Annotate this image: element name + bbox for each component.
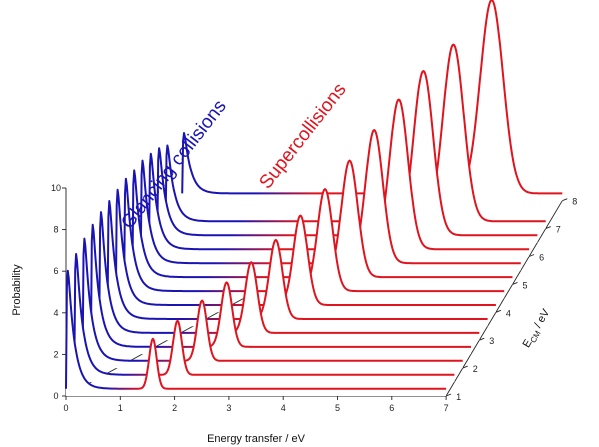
x-tick-label: 3 xyxy=(226,403,231,413)
series-curve xyxy=(98,211,480,334)
x-tick-label: 4 xyxy=(281,403,286,413)
x-axis-title: Energy transfer / eV xyxy=(207,433,305,445)
series-curve xyxy=(81,237,463,362)
z-tick xyxy=(479,337,485,341)
z-tick xyxy=(528,254,535,257)
z-tick-label: 6 xyxy=(539,253,544,263)
x-tick-label: 2 xyxy=(172,403,177,413)
z-tick xyxy=(545,226,551,230)
z-tick xyxy=(495,309,502,313)
z-tick-label: 8 xyxy=(572,197,577,207)
curve-occluder xyxy=(182,0,563,201)
z-tick-label: 7 xyxy=(556,225,561,235)
y-tick-label: 2 xyxy=(53,349,58,359)
z-tick-label: 4 xyxy=(506,308,511,318)
z-tick-label: 2 xyxy=(473,364,478,374)
z-tick xyxy=(462,365,468,369)
z-axis-title: ECM / eV xyxy=(521,307,555,351)
curve-occluder xyxy=(115,189,496,313)
z-tick xyxy=(445,393,452,397)
curve-occluder xyxy=(124,178,505,299)
x-tick-label: 6 xyxy=(389,403,394,413)
z-tick xyxy=(562,198,568,202)
z-tick-label: 5 xyxy=(523,280,528,290)
x-tick-label: 1 xyxy=(118,403,123,413)
x-tick-label: 5 xyxy=(335,403,340,413)
z-tick xyxy=(512,281,518,285)
series-curve xyxy=(123,177,505,293)
y-axis-title: Probability xyxy=(11,264,23,316)
z-tick-label: 3 xyxy=(489,336,494,346)
y-tick-label: 0 xyxy=(53,391,58,401)
y-tick-label: 6 xyxy=(53,266,58,276)
curves xyxy=(65,0,563,396)
curve-occluder xyxy=(165,44,546,229)
x-tick-label: 0 xyxy=(63,403,68,413)
x-tick-label: 7 xyxy=(444,403,449,413)
y-tick-label: 8 xyxy=(53,225,58,235)
series-curve xyxy=(114,188,496,306)
y-tick-label: 4 xyxy=(53,308,58,318)
series-curve xyxy=(73,253,455,376)
y-tick-label: 10 xyxy=(51,183,61,193)
supercollisions-annotation: Supercollisions xyxy=(255,79,350,193)
z-tick-label: 1 xyxy=(456,392,461,402)
series-curve xyxy=(106,200,488,320)
series-curve xyxy=(65,269,447,390)
